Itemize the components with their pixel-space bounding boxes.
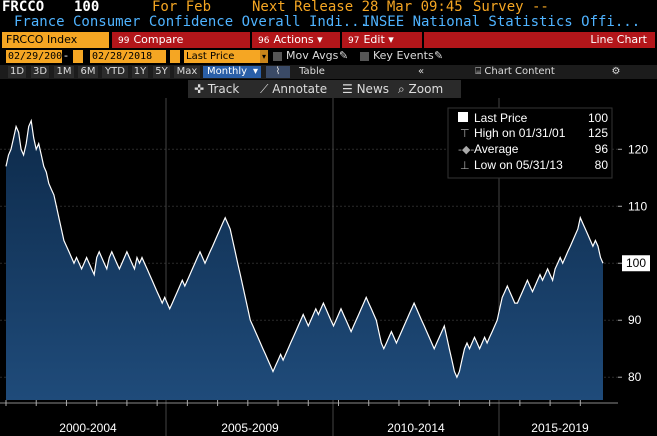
period-toolbar: 1D 3D 1M 6M YTD 1Y 5Y Max Monthly ▾ ⌇ Tab… <box>0 65 657 79</box>
edit-dropdown-icon: ▾ <box>384 33 394 46</box>
actions-number: 96 <box>258 36 270 46</box>
y-tick-label: 90 <box>628 313 642 327</box>
y-tick-label: 80 <box>628 370 642 384</box>
legend-high-label: High on 01/31/01 <box>474 126 566 140</box>
compare-label: Compare <box>133 33 184 46</box>
last-value-marker: 100 <box>622 255 650 272</box>
legend-average-value: 96 <box>595 142 609 156</box>
period-3d[interactable]: 3D <box>31 66 49 78</box>
legend-last-price-label: Last Price <box>474 111 528 125</box>
last-value-box <box>622 255 650 272</box>
mov-avgs-label: Mov Avgs <box>286 49 339 62</box>
line-chart-icon[interactable]: ⌇ <box>266 66 290 78</box>
calendar-icon[interactable] <box>73 50 83 63</box>
settings-gear-icon[interactable]: ⚙ <box>611 66 621 77</box>
start-date-input[interactable]: 02/29/2000 <box>6 50 69 63</box>
function-toolbar: FRCCO Index 99 Compare 96 Actions ▾ 97 Edit… <box>0 32 657 48</box>
legend-high-value: 125 <box>588 126 608 140</box>
actions-label: Actions <box>273 33 314 46</box>
frequency-select[interactable]: Monthly ▾ <box>203 66 261 78</box>
zoom-label: Zoom <box>408 82 444 96</box>
chart-tools: ✜ Track ⟋ Annotate ☰ News ⌕ Zoom <box>188 80 461 98</box>
legend-box[interactable]: Last Price 100 ⊤ High on 01/31/01 125 -◆… <box>447 107 613 179</box>
news-label: News <box>356 82 390 96</box>
key-events-pencil-icon[interactable]: ✎ <box>434 49 444 62</box>
actions-button[interactable]: 96 Actions ▾ <box>252 32 340 48</box>
period-6m[interactable]: 6M <box>78 66 98 78</box>
news-button[interactable]: ☰ News <box>342 80 400 98</box>
header-survey: Survey -- <box>473 0 549 15</box>
compare-button[interactable]: 99 Compare <box>112 32 250 48</box>
edit-number: 97 <box>348 36 360 46</box>
news-icon: ☰ <box>342 82 357 96</box>
header-description: France Consumer Confidence Overall Indi.… <box>14 14 369 30</box>
chart-content-icon: ⌸ <box>475 66 485 77</box>
chart-type-label: Line Chart <box>590 33 647 46</box>
header-ticker: FRCCO <box>2 0 45 15</box>
annotate-button[interactable]: ⟋ Annotate <box>260 80 340 98</box>
legend-low-label: Low on 05/31/13 <box>474 158 563 172</box>
legend-low-icon: ⊥ <box>460 159 470 172</box>
field-select[interactable]: Last Price <box>184 50 260 63</box>
price-line <box>5 118 604 379</box>
track-icon: ✜ <box>194 82 208 96</box>
period-ytd[interactable]: YTD <box>102 66 128 78</box>
chart-content-button[interactable]: ⌸ Chart Content <box>470 66 560 78</box>
compare-number: 99 <box>118 36 130 46</box>
table-button[interactable]: Table <box>299 66 325 77</box>
legend-last-price-value: 100 <box>588 111 608 125</box>
header-source: INSEE National Statistics Offi... <box>362 14 641 30</box>
date-separator: - <box>64 49 68 62</box>
frequency-dropdown-icon: ▾ <box>252 66 258 77</box>
track-label: Track <box>207 82 240 96</box>
chart-type-button[interactable]: Line Chart <box>424 32 655 48</box>
period-5y[interactable]: 5Y <box>153 66 170 78</box>
y-tick-label: 120 <box>628 142 648 156</box>
field-dropdown-icon[interactable]: ▾ <box>260 50 268 63</box>
x-axis: 2000-2004 2005-2009 2010-2014 2015-2019 <box>0 400 618 435</box>
actions-dropdown-icon: ▾ <box>313 33 323 46</box>
annotate-label: Annotate <box>272 82 328 96</box>
x-axis-label: 2000-2004 <box>59 421 117 435</box>
header-for-period: For Feb <box>152 0 212 15</box>
x-axis-label: 2015-2019 <box>531 421 589 435</box>
annotate-icon: ⟋ <box>260 82 273 96</box>
y-tick-label: 110 <box>628 199 647 213</box>
legend-average-label: Average <box>474 142 519 156</box>
x-axis-label: 2010-2014 <box>387 421 445 435</box>
period-max[interactable]: Max <box>174 66 200 78</box>
header-value: 100 <box>74 0 100 15</box>
x-axis-label: 2005-2009 <box>221 421 279 435</box>
security-field[interactable]: FRCCO Index <box>2 32 109 48</box>
price-area <box>6 120 603 401</box>
period-1y[interactable]: 1Y <box>132 66 148 78</box>
zoom-button[interactable]: ⌕ Zoom <box>398 80 460 98</box>
end-date-input[interactable]: 02/28/2018 <box>90 50 166 63</box>
key-events-label: Key Events <box>373 49 434 62</box>
period-1m[interactable]: 1M <box>54 66 74 78</box>
track-button[interactable]: ✜ Track <box>194 80 254 98</box>
legend-high-icon: ⊤ <box>460 127 470 140</box>
edit-button[interactable]: 97 Edit ▾ <box>342 32 422 48</box>
frequency-label: Monthly <box>207 66 248 77</box>
legend-average-icon: -◆- <box>458 143 474 156</box>
pencil-icon[interactable]: ✎ <box>339 49 349 62</box>
mov-avgs-checkbox[interactable] <box>273 52 282 61</box>
chart-content-label: Chart Content <box>484 66 555 77</box>
price-chart[interactable]: 80 90 100 110 120 2000-2004 2005-2009 2010-201… <box>0 98 657 436</box>
last-value-label: 100 <box>626 256 646 270</box>
security-label: FRCCO Index <box>6 33 78 46</box>
header-next-release: Next Release 28 Mar 09:45 <box>252 0 463 15</box>
legend-last-price-swatch <box>458 112 468 122</box>
collapse-icon[interactable]: « <box>417 66 425 77</box>
calendar-end-icon[interactable] <box>170 50 180 63</box>
period-1d[interactable]: 1D <box>8 66 26 78</box>
field-select-label: Last Price <box>186 51 235 62</box>
zoom-icon: ⌕ <box>398 82 409 96</box>
key-events-checkbox[interactable] <box>360 52 369 61</box>
legend-low-value: 80 <box>595 158 609 172</box>
edit-label: Edit <box>363 33 385 46</box>
range-toolbar: 02/29/2000 - 02/28/2018 Last Price ▾ Mov… <box>0 49 657 64</box>
